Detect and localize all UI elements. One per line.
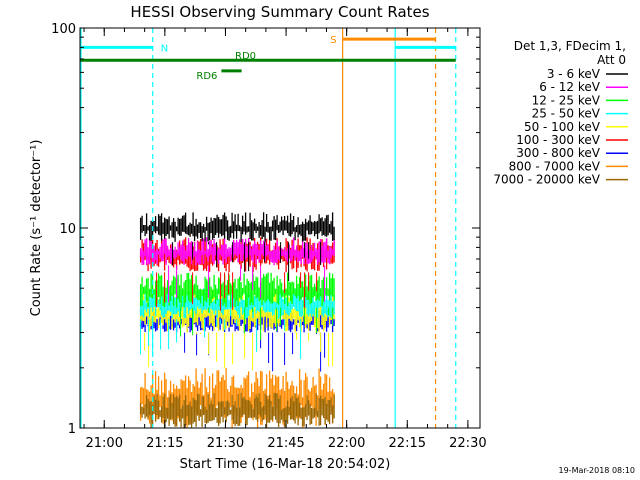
y-tick-label: 1	[68, 422, 76, 437]
series-line	[139, 212, 335, 243]
legend-entry: 300 - 800 keV	[516, 146, 600, 160]
flag-RD6: RD6	[196, 69, 242, 82]
legend-entry: 7000 - 20000 keV	[493, 173, 600, 187]
legend-header: Det 1,3, FDecim 1,	[514, 39, 626, 53]
x-tick-label: 21:00	[86, 436, 123, 451]
flag-label: RD0	[235, 51, 256, 62]
timestamp: 19-Mar-2018 08:10	[559, 466, 636, 475]
y-axis-label: Count Rate (s⁻¹ detector⁻¹)	[29, 140, 44, 317]
x-tick-label: 21:45	[267, 436, 304, 451]
legend-entry: 100 - 300 keV	[516, 133, 600, 147]
flag-label: S	[330, 35, 336, 46]
legend-header: Att 0	[597, 53, 626, 67]
flag-S: S	[330, 35, 436, 46]
series-spikes	[140, 319, 302, 359]
legend-entry: 3 - 6 keV	[547, 67, 601, 81]
flag-RD0: RD0	[80, 51, 456, 62]
x-tick-label: 22:15	[389, 436, 426, 451]
legend-entry: 25 - 50 keV	[532, 107, 601, 121]
series-line	[139, 272, 335, 308]
x-tick-label: 21:15	[146, 436, 183, 451]
series-line	[139, 392, 335, 428]
series-7000-20000keV	[139, 392, 335, 428]
flag-label: N	[161, 43, 168, 54]
legend-entry: 50 - 100 keV	[524, 120, 601, 134]
y-tick-label: 100	[51, 22, 76, 37]
series-spikes	[168, 265, 326, 303]
legend-entry: 6 - 12 keV	[539, 80, 601, 94]
series-layer	[139, 212, 335, 428]
axes: 21:00 21:15 21:30 21:45 22:00 22:15 22:30 1 10 10…	[51, 22, 486, 451]
y-tick-label: 10	[59, 222, 76, 237]
flag-N: N	[80, 43, 456, 54]
chart-title: HESSI Observing Summary Count Rates	[130, 3, 429, 21]
legend-entry: 800 - 7000 keV	[509, 159, 601, 173]
legend-entry: 12 - 25 keV	[532, 93, 601, 107]
vertical-markers	[80, 28, 457, 428]
x-tick-label: 21:30	[207, 436, 244, 451]
series-12-25keV	[139, 272, 335, 341]
flag-label: RD6	[196, 71, 217, 82]
series-spikes	[152, 242, 322, 282]
x-tick-label: 22:00	[328, 436, 365, 451]
orbit-flags: N S RD0 RD6	[80, 35, 456, 82]
x-tick-label: 22:30	[449, 436, 486, 451]
series-3-6keV	[139, 212, 335, 282]
series-25-50keV	[139, 288, 335, 359]
x-axis-label: Start Time (16-Mar-18 20:54:02)	[180, 457, 391, 472]
series-spikes	[160, 307, 334, 341]
